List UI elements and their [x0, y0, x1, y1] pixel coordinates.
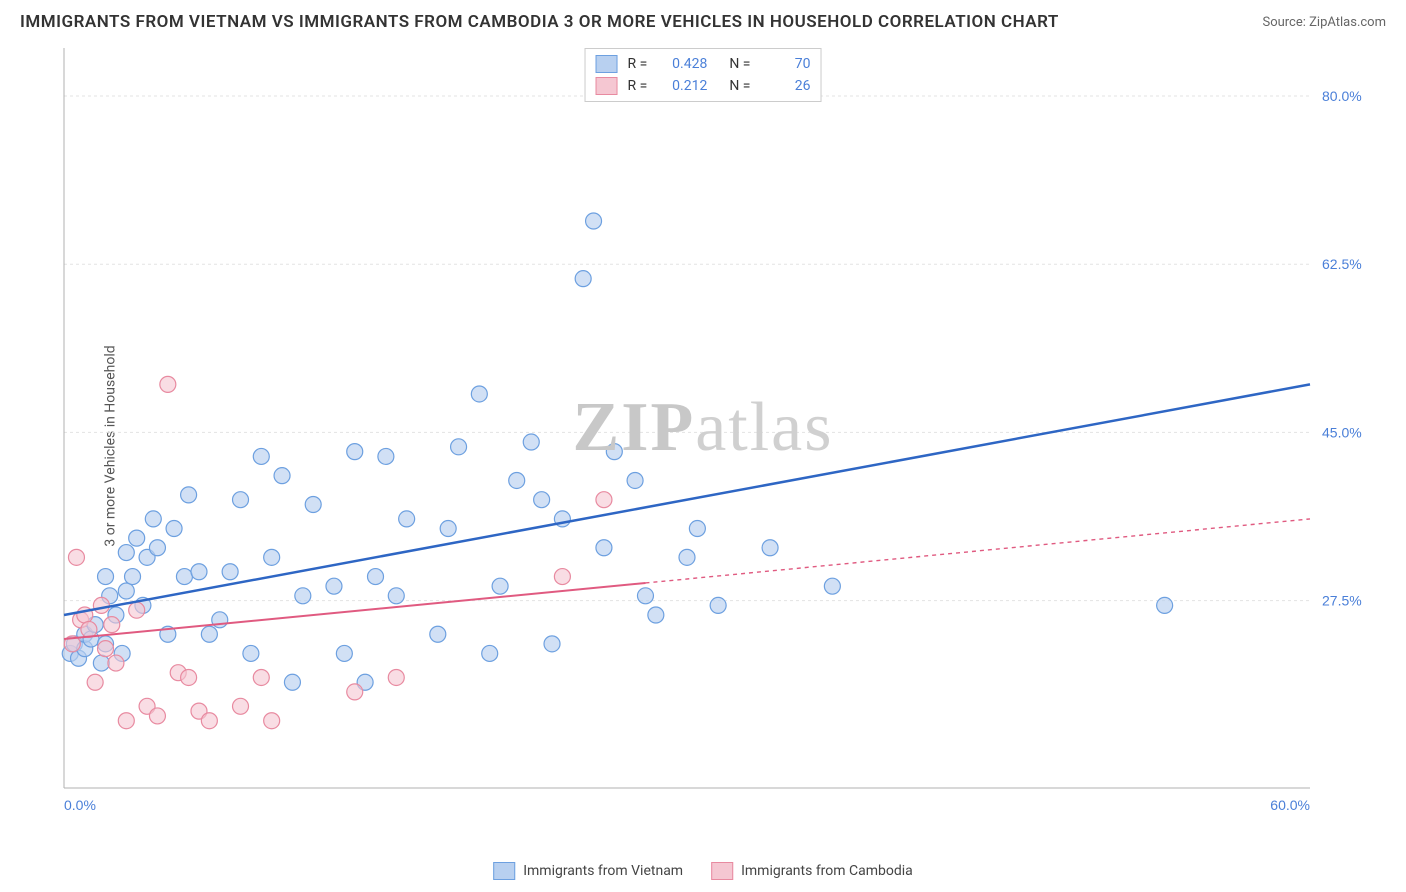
- chart-area: 27.5% 45.0% 62.5% 80.0% 0.0% 60.0%: [60, 44, 1380, 824]
- svg-text:62.5%: 62.5%: [1322, 256, 1362, 272]
- svg-text:0.0%: 0.0%: [64, 797, 96, 813]
- source-link[interactable]: ZipAtlas.com: [1309, 15, 1386, 30]
- n-label: N =: [729, 56, 750, 72]
- svg-text:45.0%: 45.0%: [1322, 424, 1362, 440]
- r-value-cambodia: 0.212: [657, 78, 707, 94]
- legend-item-vietnam: Immigrants from Vietnam: [493, 862, 683, 880]
- source-prefix: Source:: [1262, 15, 1309, 30]
- svg-text:80.0%: 80.0%: [1322, 88, 1362, 104]
- chart-title: IMMIGRANTS FROM VIETNAM VS IMMIGRANTS FR…: [20, 12, 1059, 32]
- series-legend: Immigrants from Vietnam Immigrants from …: [493, 862, 913, 880]
- r-value-vietnam: 0.428: [657, 56, 707, 72]
- swatch-vietnam-b: [493, 862, 515, 880]
- legend-row-vietnam: R = 0.428 N = 70: [596, 53, 811, 75]
- swatch-cambodia: [596, 77, 618, 95]
- n-value-cambodia: 26: [760, 78, 810, 94]
- svg-text:27.5%: 27.5%: [1322, 593, 1362, 609]
- svg-text:60.0%: 60.0%: [1270, 797, 1310, 813]
- legend-label-cambodia: Immigrants from Cambodia: [741, 863, 913, 879]
- r-label: R =: [628, 56, 648, 72]
- n-label: N =: [729, 78, 750, 94]
- legend-row-cambodia: R = 0.212 N = 26: [596, 75, 811, 97]
- source-attribution: Source: ZipAtlas.com: [1262, 15, 1386, 30]
- header: IMMIGRANTS FROM VIETNAM VS IMMIGRANTS FR…: [20, 12, 1386, 32]
- r-label: R =: [628, 78, 648, 94]
- scatter-chart: 27.5% 45.0% 62.5% 80.0% 0.0% 60.0%: [60, 44, 1380, 824]
- legend-label-vietnam: Immigrants from Vietnam: [523, 863, 683, 879]
- correlation-legend: R = 0.428 N = 70 R = 0.212 N = 26: [585, 48, 822, 102]
- legend-item-cambodia: Immigrants from Cambodia: [711, 862, 913, 880]
- n-value-vietnam: 70: [760, 56, 810, 72]
- swatch-vietnam: [596, 55, 618, 73]
- swatch-cambodia-b: [711, 862, 733, 880]
